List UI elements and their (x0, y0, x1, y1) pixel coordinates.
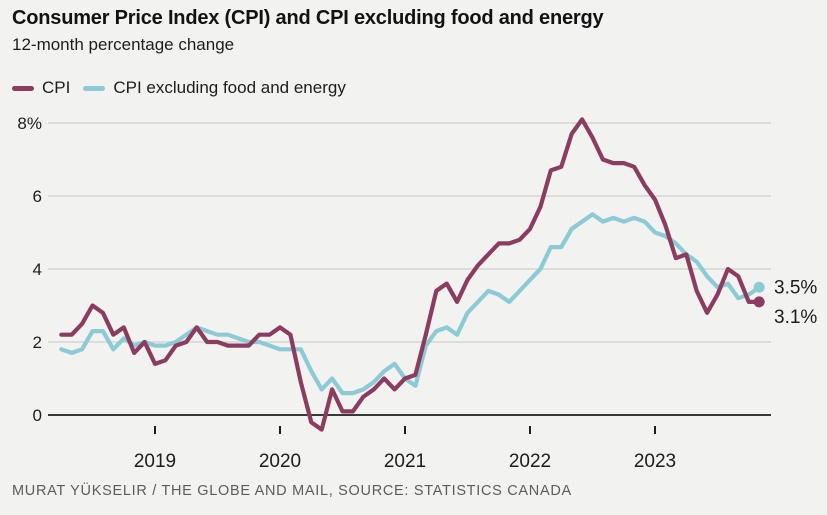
credit-source-line: MURAT YÜKSELIR / THE GLOBE AND MAIL, SOU… (12, 483, 572, 499)
x-axis-label-2019: 2019 (134, 451, 176, 472)
legend: CPI CPI excluding food and energy (12, 78, 346, 98)
y-axis-tick-label-4: 4 (33, 260, 42, 279)
cpi-end-label: 3.1% (774, 307, 817, 328)
y-axis-tick-label-8: 8% (17, 114, 42, 133)
cpi-excluding-food-and-energy-line (59, 212, 762, 396)
y-axis-tick-label-0: 0 (33, 406, 42, 425)
y-axis-tick-label-2: 2 (33, 333, 42, 352)
cpi-excluding-food-and-energy-end-label: 3.5% (774, 277, 817, 298)
cpi-line-swatch (12, 85, 34, 91)
chart-title: Consumer Price Index (CPI) and CPI exclu… (12, 7, 604, 29)
legend-label-cpi-ex: CPI excluding food and energy (113, 78, 346, 97)
x-axis-label-2020: 2020 (259, 451, 301, 472)
x-axis-label-2021: 2021 (384, 451, 426, 472)
cpi-excluding-food-and-energy-end-dot (753, 281, 765, 293)
y-axis-tick-label-6: 6 (33, 187, 42, 206)
cpi-ex-line-swatch (83, 85, 106, 91)
chart-subtitle: 12-month percentage change (12, 35, 235, 54)
cpi-end-dot (753, 296, 765, 308)
x-axis-label-2022: 2022 (509, 451, 551, 472)
legend-item-cpi-ex: CPI excluding food and energy (83, 78, 346, 98)
legend-label-cpi: CPI (42, 78, 71, 97)
cpi-line (59, 117, 762, 432)
x-axis-label-2023: 2023 (634, 451, 676, 472)
legend-item-cpi: CPI (12, 78, 70, 98)
